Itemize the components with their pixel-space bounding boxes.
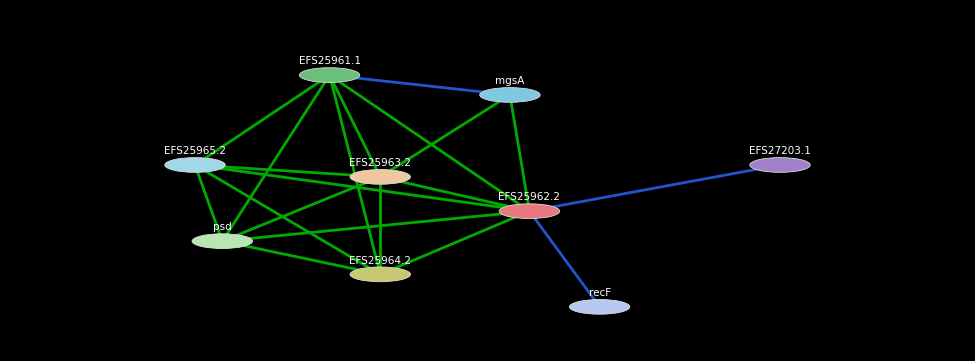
Ellipse shape: [350, 267, 410, 282]
Ellipse shape: [299, 68, 360, 82]
Text: EFS25965.2: EFS25965.2: [164, 146, 226, 156]
Ellipse shape: [480, 88, 540, 102]
Text: mgsA: mgsA: [495, 76, 525, 86]
Text: EFS25961.1: EFS25961.1: [298, 56, 361, 66]
Text: EFS25962.2: EFS25962.2: [498, 192, 561, 203]
Text: EFS27203.1: EFS27203.1: [749, 146, 811, 156]
Ellipse shape: [750, 158, 810, 172]
Text: psd: psd: [213, 222, 232, 232]
Text: EFS25964.2: EFS25964.2: [349, 256, 411, 266]
Ellipse shape: [350, 170, 410, 184]
Ellipse shape: [499, 204, 560, 218]
Ellipse shape: [569, 300, 630, 314]
Ellipse shape: [165, 158, 225, 172]
Ellipse shape: [192, 234, 253, 248]
Text: recF: recF: [589, 288, 610, 298]
Text: EFS25963.2: EFS25963.2: [349, 158, 411, 168]
